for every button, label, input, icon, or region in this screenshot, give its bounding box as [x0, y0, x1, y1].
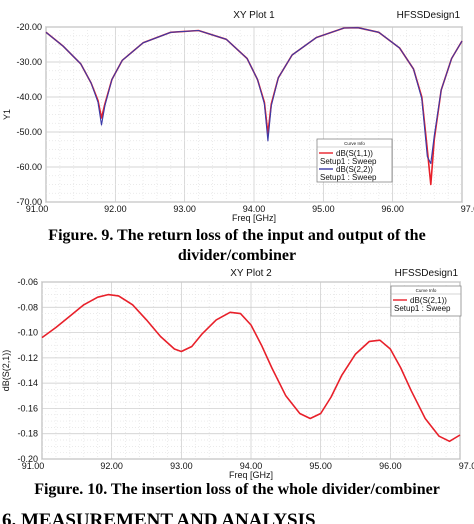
y-tick-label: -60.00 — [16, 162, 42, 172]
x-tick-label: 96.00 — [379, 461, 402, 471]
y-tick-label: -0.06 — [17, 277, 38, 287]
y-axis-label: dB(S(2,1)) — [1, 350, 11, 392]
design-label: HFSSDesign1 — [397, 10, 461, 21]
x-tick-label: 94.00 — [240, 461, 263, 471]
y-tick-label: -0.16 — [17, 403, 38, 413]
chart-title: XY Plot 2 — [230, 268, 272, 279]
grid — [45, 26, 463, 203]
legend-title: Curve Info — [416, 288, 437, 293]
y-axis-label: Y1 — [2, 109, 12, 120]
x-tick-label: 95.00 — [312, 204, 335, 214]
y-tick-label: -30.00 — [16, 57, 42, 67]
x-tick-label: 91.00 — [22, 461, 45, 471]
y-tick-label: -20.00 — [16, 22, 42, 32]
legend-entry-setup: Setup1 : Sweep — [320, 157, 377, 166]
x-tick-label: 97.00 — [461, 204, 474, 214]
legend-box — [316, 138, 393, 183]
x-tick-label: 94.00 — [243, 204, 266, 214]
x-tick-label: 96.00 — [381, 204, 404, 214]
y-tick-label: -0.10 — [17, 328, 38, 338]
figure-9-caption: Figure. 9. The return loss of the input … — [48, 227, 426, 264]
design-label: HFSSDesign1 — [395, 268, 459, 279]
x-tick-label: 91.00 — [26, 204, 49, 214]
legend-entry-name: dB(S(2,2)) — [336, 165, 373, 174]
x-tick-label: 92.00 — [104, 204, 127, 214]
chart-1: XY Plot 1 HFSSDesign1 91.00 92.00 93.00 94.00… — [0, 4, 474, 223]
legend-entry-name: dB(S(2,1)) — [410, 296, 447, 305]
legend-box — [390, 285, 462, 317]
legend-entry-name: dB(S(1,1)) — [336, 149, 373, 158]
legend-entry-setup: Setup1 : Sweep — [394, 304, 451, 313]
legend: Curve Info dB(S(2,1))Setup1 : Sweep — [390, 285, 462, 317]
y-tick-label: -40.00 — [16, 92, 42, 102]
x-tick-label: 92.00 — [100, 461, 123, 471]
y-tick-label: -0.14 — [17, 378, 38, 388]
y-tick-label: -0.12 — [17, 353, 38, 363]
chart-title: XY Plot 1 — [233, 10, 275, 21]
x-axis-label: Freq [GHz] — [229, 470, 273, 480]
series-line — [45, 27, 463, 165]
x-tick-label: 95.00 — [309, 461, 332, 471]
legend-entry-setup: Setup1 : Sweep — [320, 173, 377, 182]
y-tick-label: -0.20 — [17, 454, 38, 464]
figure-10-caption: Figure. 10. The insertion loss of the wh… — [34, 481, 440, 498]
x-tick-label: 93.00 — [170, 461, 193, 471]
legend-title: Curve Info — [344, 141, 365, 146]
chart-2: XY Plot 2 HFSSDesign1 91.00 92.00 93.00 94.00… — [1, 268, 474, 480]
y-tick-label: -50.00 — [16, 127, 42, 137]
x-tick-label: 93.00 — [173, 204, 196, 214]
y-tick-label: -70.00 — [16, 197, 42, 207]
y-tick-label: -0.18 — [17, 429, 38, 439]
x-axis-label: Freq [GHz] — [232, 213, 276, 223]
y-tick-label: -0.08 — [17, 302, 38, 312]
series-line — [41, 293, 461, 443]
x-tick-label: 97.00 — [459, 461, 474, 471]
section-heading: 6. MEASUREMENT AND ANALYSIS — [2, 510, 316, 524]
